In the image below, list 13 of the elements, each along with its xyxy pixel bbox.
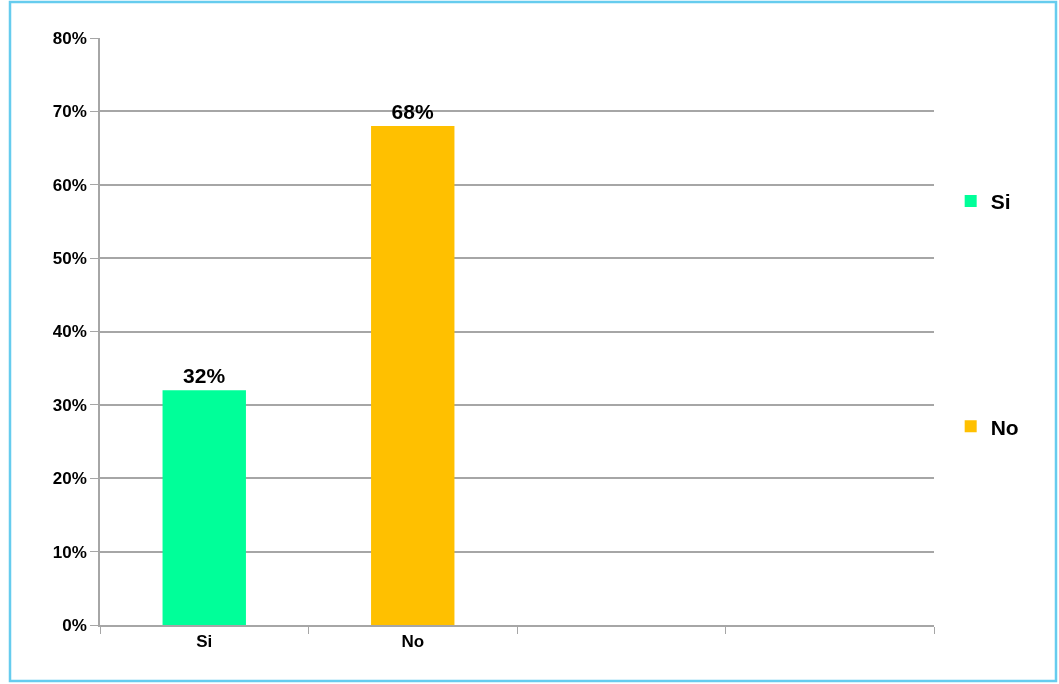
legend-label: No	[990, 415, 1019, 439]
legend-label: Si	[990, 190, 1011, 214]
y-tick-label: 20%	[52, 469, 87, 489]
y-tick-label: 40%	[52, 322, 87, 342]
y-tick-label: 10%	[52, 542, 87, 562]
y-tick-label: 30%	[52, 395, 87, 415]
y-tick-label: 70%	[52, 102, 87, 122]
data-label: 32%	[183, 364, 226, 388]
data-label: 68%	[391, 100, 434, 124]
y-tick-label: 0%	[62, 615, 87, 635]
y-tick-label: 50%	[52, 249, 87, 269]
y-tick-label: 80%	[52, 28, 87, 48]
y-tick-label: 60%	[52, 175, 87, 195]
